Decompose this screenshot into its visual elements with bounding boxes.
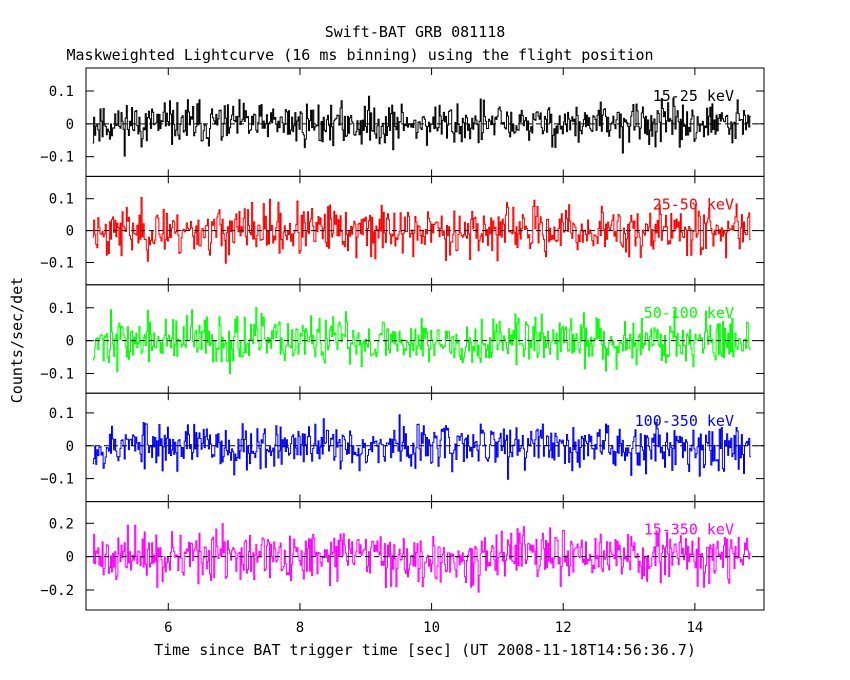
chart-subtitle: Maskweighted Lightcurve (16 ms binning) …	[67, 46, 654, 64]
panel-2: −0.1 0 0.1 25-50 keV	[40, 175, 765, 286]
y-tick-label: 0.2	[49, 516, 74, 532]
y-tick-label: 0	[66, 224, 74, 240]
series-label-2: 25-50 keV	[653, 195, 734, 213]
y-tick-label: 0	[66, 117, 74, 133]
y-tick-label: 0	[66, 334, 74, 350]
series-line-5	[92, 523, 751, 593]
series-line-1	[92, 95, 751, 157]
y-tick-label: −0.1	[40, 255, 74, 271]
series-line-2	[92, 197, 751, 264]
y-tick-label: 0	[66, 550, 74, 566]
panel-frame	[85, 501, 765, 611]
panels: −0.1 0 0.1 15-25 keV −0.1 0 0.1 25-50 keV −0.1 0 0…	[40, 67, 765, 611]
panel-1: −0.1 0 0.1 15-25 keV	[40, 67, 765, 177]
series-label-1: 15-25 keV	[653, 87, 734, 105]
series-label-5: 15-350 keV	[644, 521, 734, 539]
y-axis-label: Counts/sec/det	[8, 277, 26, 403]
y-tick-label: −0.1	[40, 150, 74, 166]
y-tick-label: 0.1	[49, 301, 74, 317]
y-tick-label: 0.1	[49, 192, 74, 208]
x-tick-label: 12	[555, 620, 572, 636]
x-axis-label: Time since BAT trigger time [sec] (UT 20…	[154, 641, 696, 659]
series-line-3	[92, 307, 751, 375]
series-line-4	[92, 414, 751, 480]
y-tick-label: −0.1	[40, 472, 74, 488]
x-tick-label: 6	[164, 620, 172, 636]
y-tick-label: 0.1	[49, 406, 74, 422]
panel-3: −0.1 0 0.1 50-100 keV	[40, 284, 765, 394]
y-tick-label: 0	[66, 439, 74, 455]
x-axis: 6 8 10 12 14	[164, 620, 703, 636]
chart-title: Swift-BAT GRB 081118	[325, 23, 506, 41]
y-tick-label: 0.1	[49, 84, 74, 100]
y-tick-label: −0.1	[40, 366, 74, 382]
y-tick-label: −0.2	[40, 583, 74, 599]
panel-4: −0.1 0 0.1 100-350 keV	[40, 392, 765, 503]
series-label-3: 50-100 keV	[644, 304, 734, 322]
panel-5: −0.2 0 0.2 15-350 keV	[40, 501, 765, 611]
x-tick-label: 10	[423, 620, 440, 636]
x-tick-label: 14	[686, 620, 703, 636]
series-label-4: 100-350 keV	[635, 412, 734, 430]
x-tick-label: 8	[296, 620, 304, 636]
